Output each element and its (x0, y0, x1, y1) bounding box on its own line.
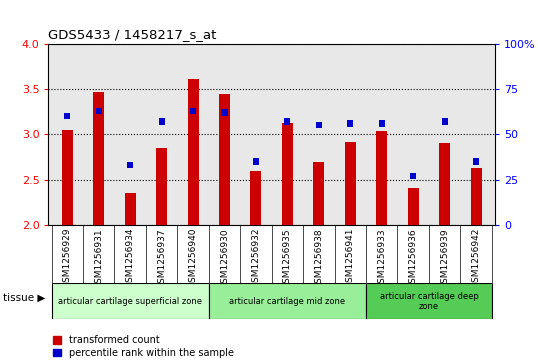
Text: GDS5433 / 1458217_s_at: GDS5433 / 1458217_s_at (48, 28, 217, 41)
Text: articular cartilage mid zone: articular cartilage mid zone (229, 297, 345, 306)
Bar (219, 94, 230, 225)
Text: GSM1256941: GSM1256941 (346, 228, 355, 289)
Bar (209, 283, 366, 319)
Text: articular cartilage deep
zone: articular cartilage deep zone (379, 291, 478, 311)
Text: GSM1256932: GSM1256932 (251, 228, 260, 289)
Bar (348, 120, 353, 127)
Bar (442, 118, 448, 125)
Text: articular cartilage superficial zone: articular cartilage superficial zone (58, 297, 202, 306)
Bar (52, 283, 209, 319)
Bar (93, 91, 104, 225)
Bar (251, 171, 261, 225)
Bar (96, 107, 102, 114)
Bar (471, 168, 482, 225)
Bar (64, 113, 70, 119)
Bar (410, 173, 416, 179)
Text: GSM1256930: GSM1256930 (220, 228, 229, 289)
Bar (285, 118, 291, 125)
Bar (159, 118, 165, 125)
Text: GSM1256938: GSM1256938 (314, 228, 323, 289)
Text: GSM1256936: GSM1256936 (409, 228, 417, 289)
Bar (156, 148, 167, 225)
Legend: transformed count, percentile rank within the sample: transformed count, percentile rank withi… (53, 335, 234, 358)
Text: GSM1256929: GSM1256929 (63, 228, 72, 289)
Bar (316, 122, 322, 129)
Text: GSM1256935: GSM1256935 (283, 228, 292, 289)
Bar (188, 79, 199, 225)
Text: GSM1256931: GSM1256931 (94, 228, 103, 289)
Bar (366, 283, 492, 319)
Text: GSM1256940: GSM1256940 (189, 228, 197, 289)
Bar (379, 120, 385, 127)
Text: GSM1256939: GSM1256939 (440, 228, 449, 289)
Bar (313, 162, 324, 225)
Bar (473, 158, 479, 165)
Bar (127, 162, 133, 168)
Bar (222, 109, 228, 116)
Bar (253, 158, 259, 165)
Bar (376, 131, 387, 225)
Bar (62, 130, 73, 225)
Text: GSM1256942: GSM1256942 (472, 228, 480, 288)
Bar (282, 123, 293, 225)
Text: GSM1256934: GSM1256934 (126, 228, 134, 289)
Bar (125, 193, 136, 225)
Text: GSM1256933: GSM1256933 (377, 228, 386, 289)
Bar (439, 143, 450, 225)
Bar (190, 107, 196, 114)
Text: GSM1256937: GSM1256937 (157, 228, 166, 289)
Bar (345, 142, 356, 225)
Bar (408, 188, 419, 225)
Text: tissue ▶: tissue ▶ (3, 293, 45, 303)
